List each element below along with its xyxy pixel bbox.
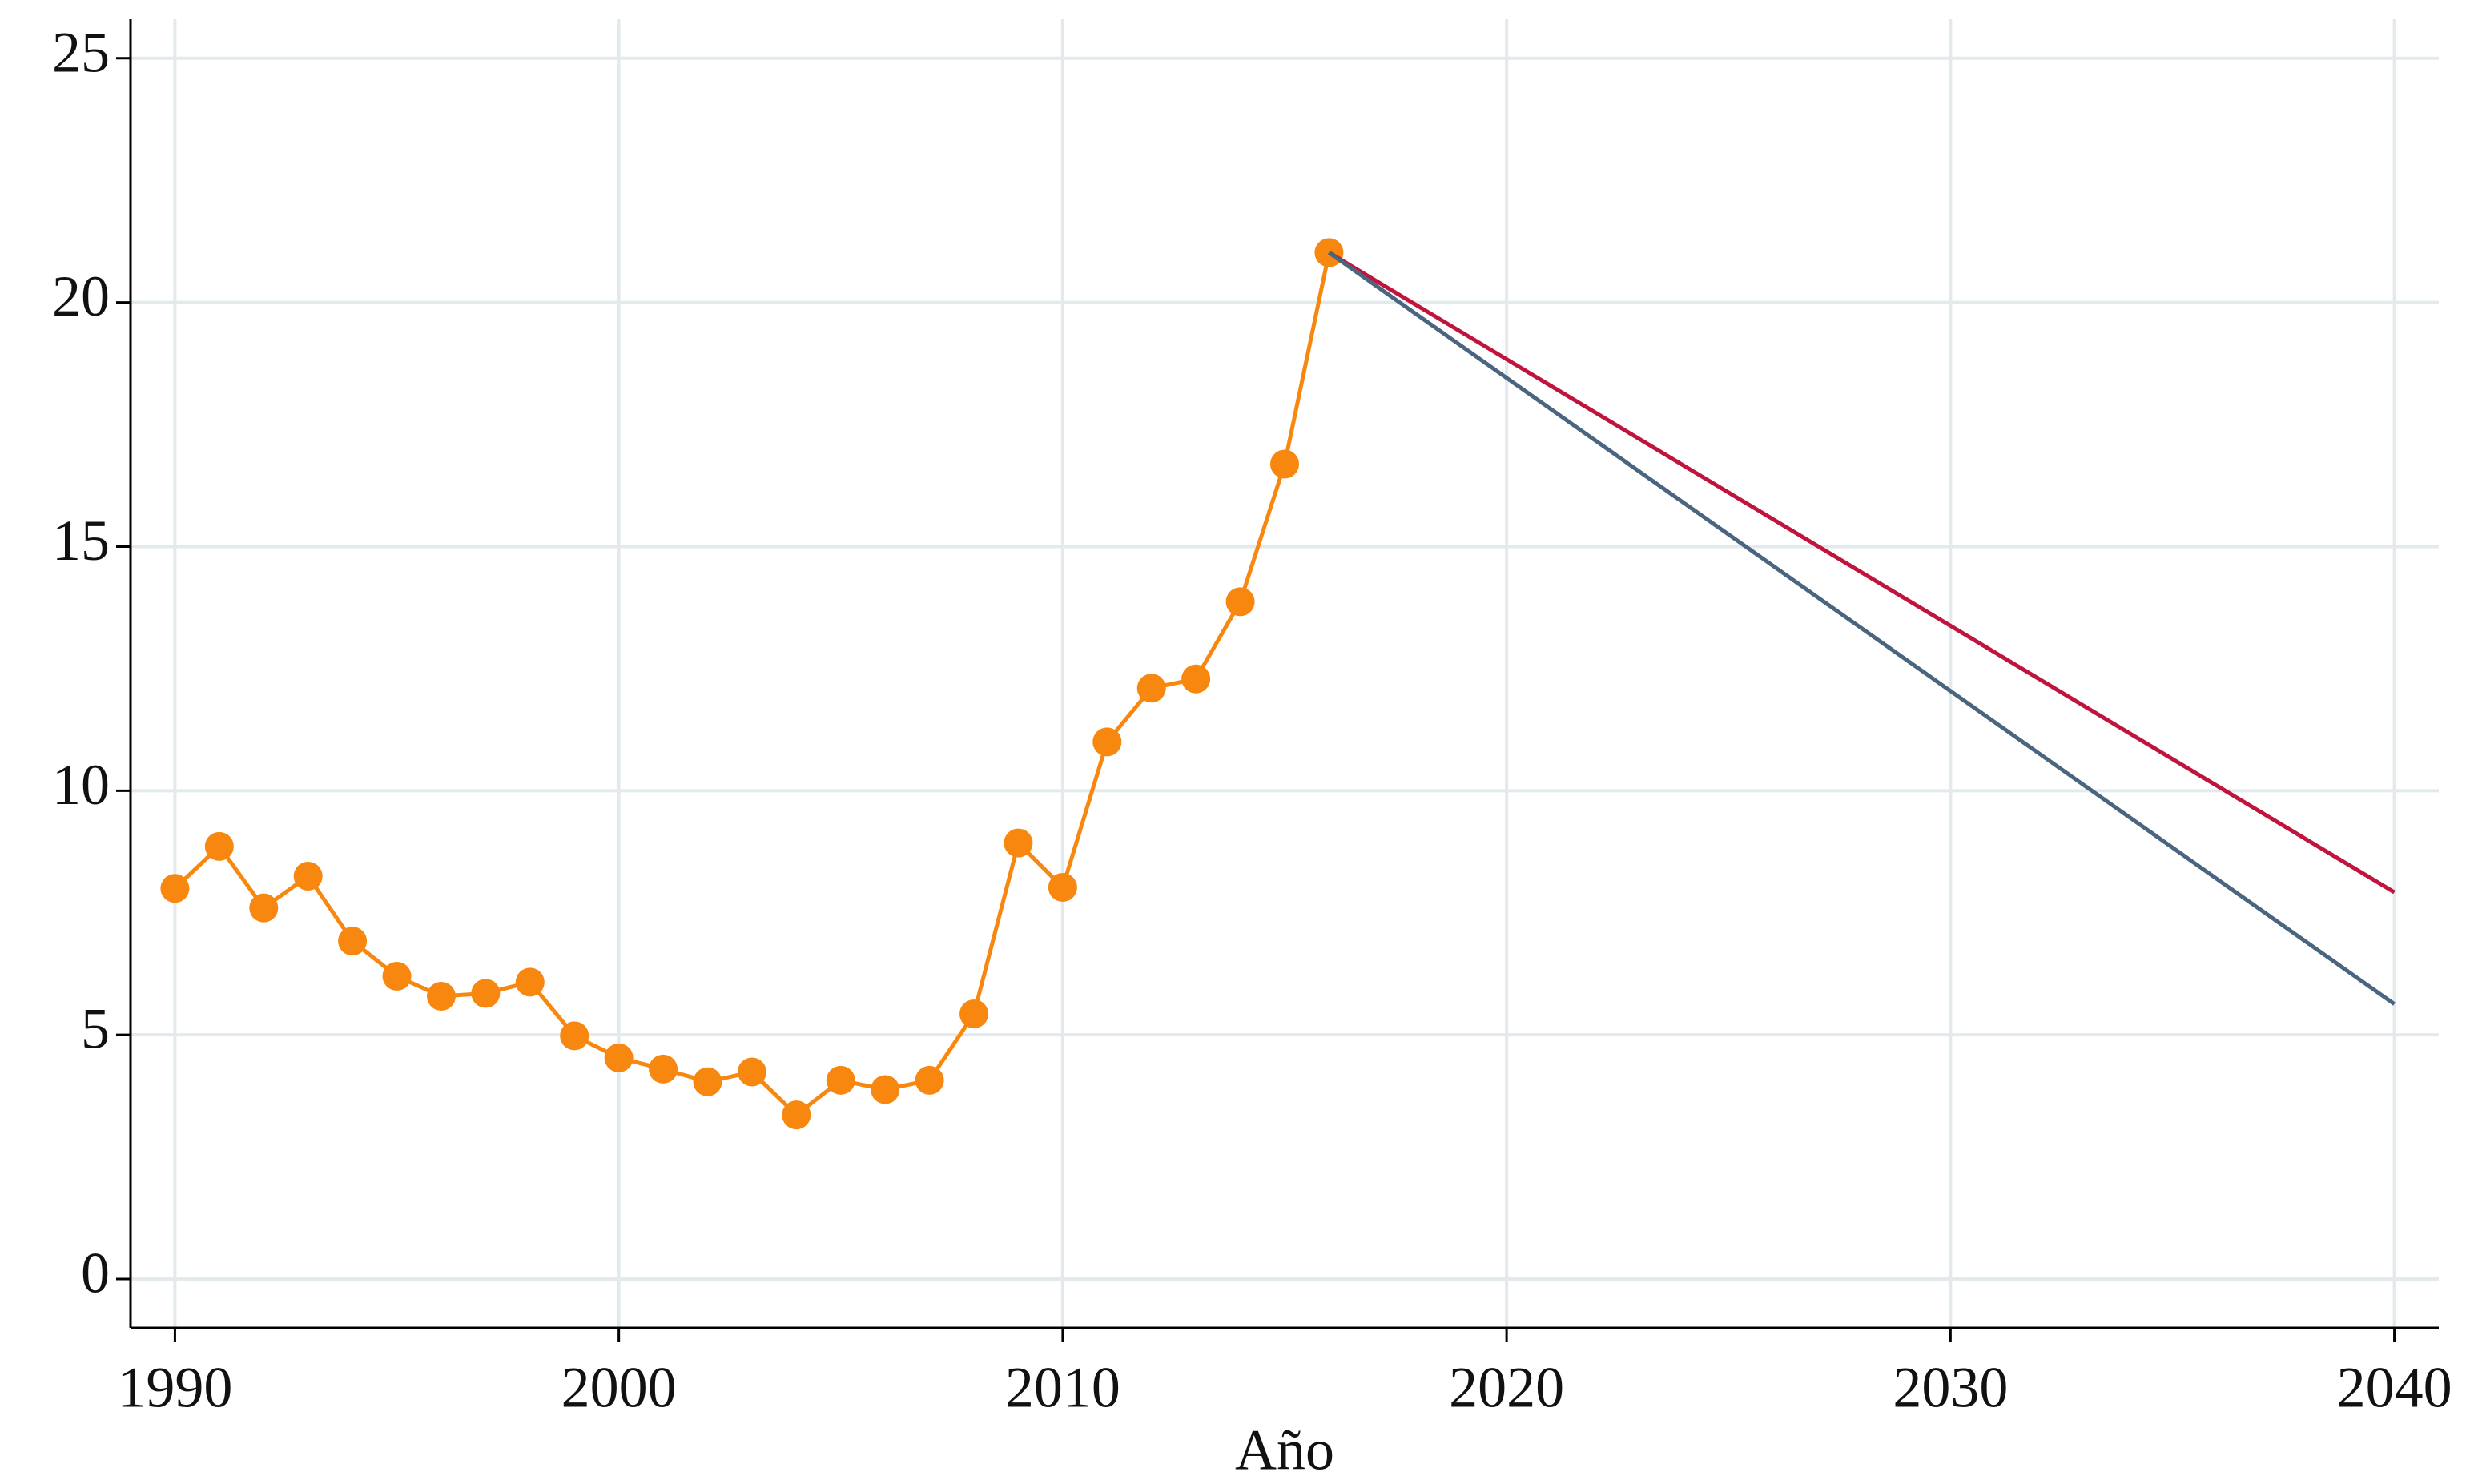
marker [782,1100,811,1130]
marker [249,893,279,923]
y-tick-label: 5 [81,997,110,1061]
x-tick-label: 2030 [1893,1356,2008,1420]
x-tick-label: 2020 [1449,1356,1564,1420]
marker [871,1075,900,1104]
y-tick-label: 0 [81,1241,110,1305]
marker [338,927,368,956]
marker [1004,828,1033,858]
marker [204,831,234,861]
marker [471,979,501,1008]
marker [1136,674,1166,703]
y-tick-label: 15 [52,509,110,573]
marker [560,1021,589,1051]
marker [160,874,190,903]
x-tick-label: 1990 [117,1356,232,1420]
marker [959,999,989,1028]
marker [1181,664,1211,694]
y-tick-label: 20 [52,264,110,328]
marker [1092,727,1122,757]
x-tick-label: 2040 [2337,1356,2452,1420]
x-tick-label: 2000 [561,1356,677,1420]
marker [1048,873,1077,903]
marker [693,1067,722,1096]
y-tick-label: 25 [52,20,110,84]
marker [604,1043,634,1072]
series-line [1328,251,2396,895]
marker [737,1057,766,1087]
marker [915,1065,944,1095]
x-axis-label: Año [1235,1418,1334,1482]
x-tick-label: 2010 [1005,1356,1120,1420]
marker [426,982,456,1011]
marker [649,1054,678,1084]
marker [1270,449,1299,479]
marker [382,962,412,991]
y-tick-label: 10 [52,753,110,817]
marker [1225,587,1255,617]
marker [515,967,545,997]
marker [293,862,323,891]
series-line [1327,251,2396,1006]
marker [826,1065,855,1095]
